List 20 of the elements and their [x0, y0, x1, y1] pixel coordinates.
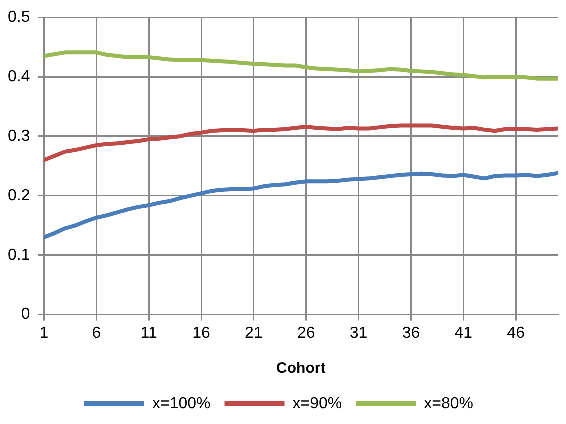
x-axis-title: Cohort: [276, 360, 326, 378]
x-tick-label: 6: [92, 324, 102, 342]
x-tick-label: 46: [507, 324, 526, 342]
legend-label: x=90%: [292, 395, 342, 412]
x-tick-label: 1: [40, 324, 49, 342]
y-tick-label: 0: [21, 306, 30, 324]
x-tick-label: 11: [140, 324, 158, 342]
legend-label: x=80%: [424, 395, 474, 412]
x-tick-label: 26: [297, 324, 316, 342]
y-tick-label: 0.4: [8, 68, 30, 86]
x-tick-label: 16: [192, 324, 211, 342]
x-tick-label: 41: [454, 324, 473, 342]
y-tick-label: 0.5: [8, 9, 30, 26]
x-tick-label: 21: [245, 324, 263, 342]
y-tick-label: 0.3: [8, 128, 30, 145]
y-tick-label: 0.1: [8, 246, 30, 264]
x-tick-label: 36: [402, 324, 420, 342]
x-tick-label: 31: [350, 324, 368, 342]
legend-label: x=100%: [152, 395, 211, 412]
y-tick-label: 0.2: [8, 187, 30, 204]
